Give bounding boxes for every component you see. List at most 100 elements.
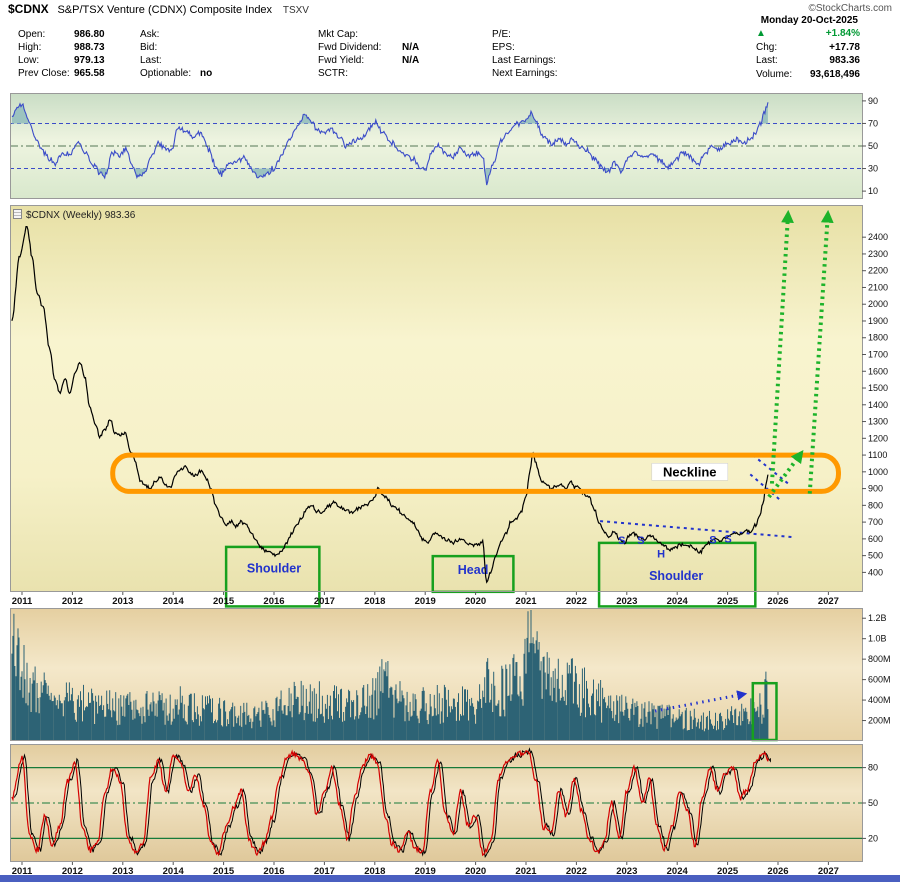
exchange-label: TSXV bbox=[282, 5, 309, 16]
svg-text:2024: 2024 bbox=[667, 596, 689, 607]
svg-text:2023: 2023 bbox=[616, 596, 637, 607]
quote-value: no bbox=[200, 68, 213, 79]
svg-text:900: 900 bbox=[868, 484, 883, 494]
quote-label: Prev Close: bbox=[18, 68, 70, 79]
svg-text:500: 500 bbox=[868, 551, 883, 561]
svg-text:1400: 1400 bbox=[868, 400, 888, 410]
quote-row: Bid: bbox=[140, 41, 212, 54]
svg-text:1800: 1800 bbox=[868, 333, 888, 343]
svg-text:2025: 2025 bbox=[717, 596, 739, 607]
svg-text:80: 80 bbox=[868, 763, 878, 773]
quote-row: Fwd Dividend: N/A bbox=[318, 41, 419, 54]
quote-label: High: bbox=[18, 42, 42, 53]
svg-text:1500: 1500 bbox=[868, 383, 888, 393]
svg-text:1300: 1300 bbox=[868, 417, 888, 427]
svg-text:70: 70 bbox=[868, 118, 878, 128]
volume-panel-background bbox=[10, 608, 862, 741]
svg-text:1.0B: 1.0B bbox=[868, 634, 887, 644]
last-value: 983.36 bbox=[829, 55, 860, 66]
svg-text:200M: 200M bbox=[868, 716, 891, 726]
quote-label: EPS: bbox=[492, 42, 515, 53]
svg-text:2020: 2020 bbox=[465, 596, 486, 607]
quote-row: Optionable: no bbox=[140, 67, 212, 80]
svg-text:1100: 1100 bbox=[868, 450, 887, 460]
quote-col-4: P/E: EPS: Last Earnings: Next Earnings: bbox=[492, 28, 580, 80]
quote-label: Bid: bbox=[140, 42, 158, 53]
quote-label: Optionable: bbox=[140, 68, 192, 79]
svg-text:2019: 2019 bbox=[415, 596, 436, 607]
svg-text:30: 30 bbox=[868, 164, 878, 174]
chg-value: +17.78 bbox=[829, 41, 860, 53]
quote-row: High: 988.73 bbox=[18, 41, 105, 54]
quote-row: P/E: bbox=[492, 28, 580, 41]
svg-text:2300: 2300 bbox=[868, 249, 888, 259]
svg-text:1.2B: 1.2B bbox=[868, 613, 887, 623]
quote-label: Last Earnings: bbox=[492, 55, 556, 66]
index-name: S&P/TSX Venture (CDNX) Composite Index bbox=[57, 4, 273, 16]
svg-text:1900: 1900 bbox=[868, 316, 888, 326]
svg-text:1000: 1000 bbox=[868, 467, 888, 477]
quote-row: Last: bbox=[140, 54, 212, 67]
quote-label: Open: bbox=[18, 29, 46, 40]
quote-label: Fwd Yield: bbox=[318, 55, 365, 66]
svg-text:400M: 400M bbox=[868, 695, 891, 705]
quote-label: Mkt Cap: bbox=[318, 29, 359, 40]
quote-row: Fwd Yield: N/A bbox=[318, 54, 419, 67]
chg-row: Chg: +17.78 bbox=[756, 41, 860, 55]
quote-label: SCTR: bbox=[318, 68, 348, 79]
svg-text:90: 90 bbox=[868, 96, 878, 106]
quote-value: 988.73 bbox=[74, 42, 105, 53]
copyright: ©StockCharts.com bbox=[808, 3, 892, 14]
svg-text:2013: 2013 bbox=[112, 596, 133, 607]
change-pct-row: ▲ +1.84% bbox=[756, 27, 860, 41]
bottom-strip bbox=[0, 875, 900, 882]
quote-value: 979.13 bbox=[74, 55, 105, 66]
header: $CDNX S&P/TSX Venture (CDNX) Composite I… bbox=[8, 2, 309, 16]
svg-text:2026: 2026 bbox=[767, 596, 788, 607]
quote-col-2: Ask: Bid: Last: Optionable: no bbox=[140, 28, 212, 80]
quote-row: EPS: bbox=[492, 41, 580, 54]
svg-text:2100: 2100 bbox=[868, 282, 888, 292]
quote-row: Last Earnings: bbox=[492, 54, 580, 67]
svg-text:50: 50 bbox=[868, 798, 878, 808]
quote-row: Mkt Cap: bbox=[318, 28, 419, 41]
price-series-label: $CDNX (Weekly) 983.36 bbox=[13, 209, 135, 221]
volume-label: Volume: bbox=[756, 68, 793, 80]
price-panel-background bbox=[10, 205, 862, 592]
quote-col-1: Open: 986.80 High: 988.73 Low: 979.13 Prev … bbox=[18, 28, 105, 80]
quote-row: SCTR: bbox=[318, 67, 419, 80]
svg-text:400: 400 bbox=[868, 567, 883, 577]
quote-row: Next Earnings: bbox=[492, 67, 580, 80]
svg-text:2016: 2016 bbox=[263, 596, 284, 607]
svg-text:2200: 2200 bbox=[868, 266, 888, 276]
quote-value: N/A bbox=[402, 55, 420, 66]
quote-row: Prev Close: 965.58 bbox=[18, 67, 105, 80]
svg-text:2014: 2014 bbox=[163, 596, 185, 607]
svg-text:600M: 600M bbox=[868, 675, 891, 685]
quote-label: Fwd Dividend: bbox=[318, 42, 382, 53]
svg-text:2012: 2012 bbox=[62, 596, 83, 607]
svg-text:50: 50 bbox=[868, 141, 878, 151]
quote-label: Low: bbox=[18, 55, 40, 66]
last-label: Last: bbox=[756, 55, 778, 66]
quote-label: Last: bbox=[140, 55, 162, 66]
quote-label: P/E: bbox=[492, 29, 511, 40]
volume-value: 93,618,496 bbox=[809, 68, 860, 80]
quote-row: Ask: bbox=[140, 28, 212, 41]
rsi-panel-background bbox=[10, 93, 862, 199]
svg-text:20: 20 bbox=[868, 833, 878, 843]
svg-text:2018: 2018 bbox=[364, 596, 385, 607]
quote-value: N/A bbox=[402, 42, 420, 53]
svg-text:2015: 2015 bbox=[213, 596, 235, 607]
svg-text:2017: 2017 bbox=[314, 596, 335, 607]
quote-value: 986.80 bbox=[74, 29, 105, 40]
svg-text:1200: 1200 bbox=[868, 433, 888, 443]
svg-text:2027: 2027 bbox=[818, 596, 839, 607]
chart-style-icon bbox=[13, 209, 22, 219]
up-arrow-icon: ▲ bbox=[756, 28, 766, 39]
change-pct: +1.84% bbox=[825, 28, 860, 39]
svg-text:2000: 2000 bbox=[868, 299, 888, 309]
quote-row: Low: 979.13 bbox=[18, 54, 105, 67]
svg-text:10: 10 bbox=[868, 186, 878, 196]
